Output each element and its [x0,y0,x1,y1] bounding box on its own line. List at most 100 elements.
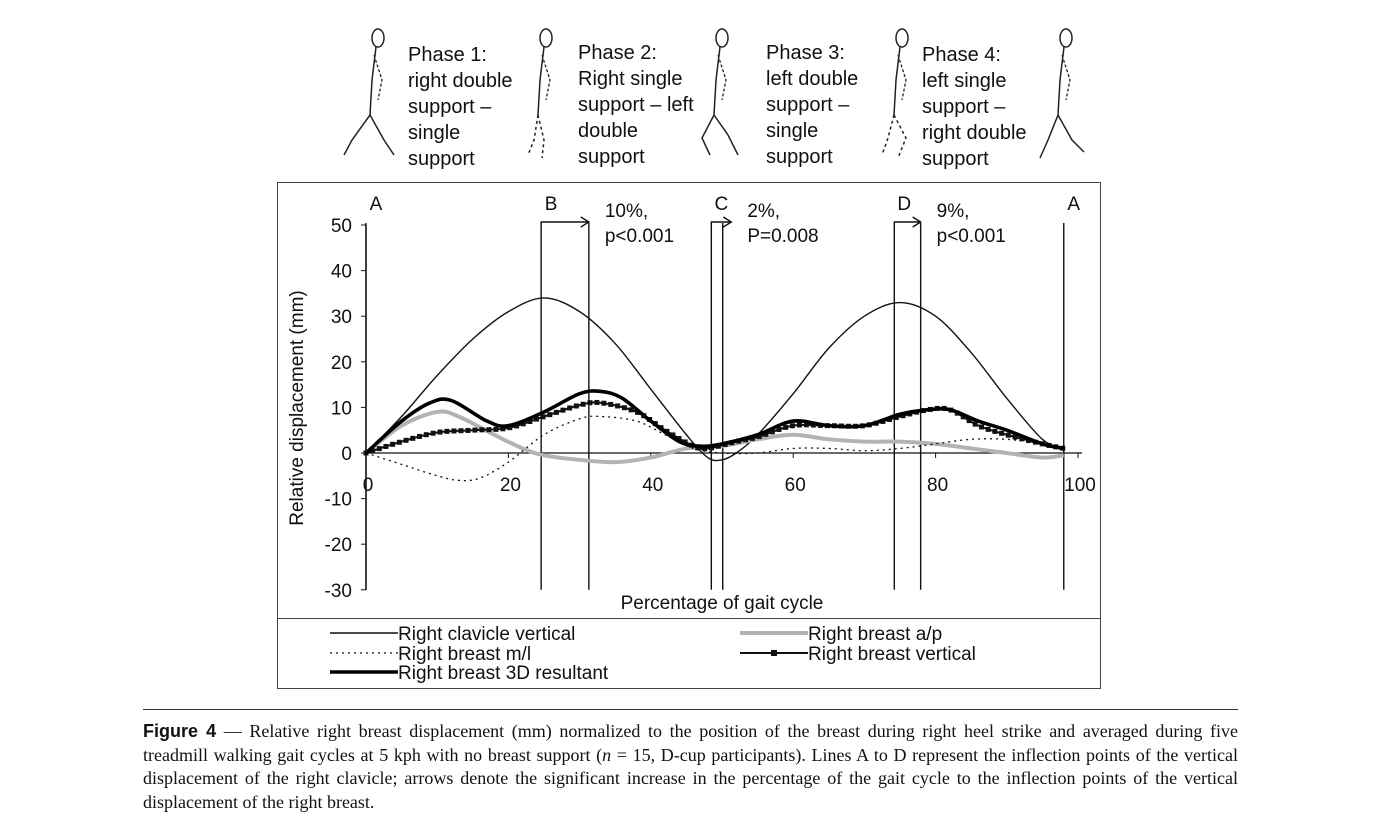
square-marker [960,414,966,420]
square-marker [376,446,382,452]
square-marker [587,400,593,406]
stick-figure-body-icon [369,46,377,116]
square-marker [810,422,816,428]
stick-figure-arm-icon [541,54,551,101]
square-marker [749,435,755,441]
x-tick-label: 60 [785,475,806,496]
caption-n: n [602,744,612,765]
y-tick-label: 20 [331,353,352,374]
square-marker [676,435,682,441]
square-marker [682,439,688,445]
y-tick-label: 10 [331,398,352,419]
square-marker [594,399,600,405]
arrowhead-icon [912,216,922,228]
square-marker [695,445,701,451]
figure-caption: Figure 4 — Relative right breast displac… [143,720,1238,814]
square-marker [796,422,802,428]
significance-arrow [540,221,589,225]
significance-arrow [893,221,921,225]
stick-figure-legs-icon [1039,114,1085,159]
phase-4-label: Phase 4: left single support – right dou… [922,44,1027,170]
square-marker [396,439,402,445]
square-marker [769,429,775,435]
square-marker [383,443,389,449]
legend-label: Right clavicle vertical [398,624,575,645]
y-tick-label: 40 [331,262,352,283]
y-tick-label: 50 [331,216,352,237]
y-tick-label: -30 [325,581,352,602]
square-marker [992,428,998,434]
legend-label: Right breast a/p [808,624,942,645]
phase-3-label: Phase 3: left double support – single su… [766,42,859,168]
square-marker [776,426,782,432]
stick-figure-legs-icon [527,114,545,159]
square-marker [803,422,809,428]
square-marker [507,425,513,431]
square-marker [893,415,899,421]
square-marker [1012,434,1018,440]
inflection-label: A [370,194,383,215]
square-marker [1019,436,1025,442]
stick-figure-body-icon [893,46,901,116]
square-marker [608,401,614,407]
square-marker [416,433,422,439]
stick-figure-arm-icon [717,54,727,101]
square-marker [709,445,715,451]
stick-figure-legs-icon [701,114,739,156]
square-marker [390,441,396,447]
square-marker [702,446,708,452]
significance-pvalue: P=0.008 [747,226,818,247]
square-marker [789,423,795,429]
square-marker [430,430,436,436]
legend-label: Right breast vertical [808,644,976,665]
square-marker [783,424,789,430]
y-tick-label: 30 [331,307,352,328]
square-marker [560,407,566,413]
x-tick-label: 100 [1064,475,1096,496]
square-marker [514,423,520,429]
square-marker [900,413,906,419]
square-marker [540,414,546,420]
square-marker [972,421,978,427]
square-marker [500,426,506,432]
square-marker [451,428,457,434]
square-marker [423,432,429,438]
square-marker [472,427,478,433]
figure-frame [277,182,1101,689]
significance-arrow [710,221,732,225]
square-marker [410,435,416,441]
inflection-label: D [897,194,911,215]
square-marker [601,400,607,406]
stick-figure-body-icon [537,46,545,116]
square-marker [553,409,559,415]
series-right-clavicle-vertical [365,297,1065,462]
square-marker [966,418,972,424]
square-marker [621,405,627,411]
stick-figure-legs-icon [881,114,907,159]
square-marker [444,428,450,434]
square-marker [493,426,499,432]
square-marker [979,424,985,430]
square-marker [527,418,533,424]
square-marker [567,405,573,411]
significance-percent: 9%, [937,201,970,222]
series-right-breast-3d-resultant [364,389,1065,455]
phase-2-label: Phase 2: Right single support – left dou… [578,42,694,168]
y-axis-label: Relative displacement (mm) [287,290,308,525]
x-tick-label: 20 [500,475,521,496]
square-marker [756,434,762,440]
square-marker [985,426,991,432]
x-tick-label: 80 [927,475,948,496]
square-marker [1005,432,1011,438]
significance-pvalue: p<0.001 [605,226,674,247]
arrowhead-icon [722,216,733,228]
significance-pvalue: p<0.001 [937,226,1006,247]
caption-text-2: = 15, D-cup participants). Lines A to D … [143,744,1238,812]
y-tick-label: -20 [325,535,352,556]
x-tick-label: 40 [642,475,663,496]
square-marker [615,403,621,409]
square-marker [628,407,634,413]
square-marker [370,448,376,454]
stick-figure-body-icon [713,46,721,116]
